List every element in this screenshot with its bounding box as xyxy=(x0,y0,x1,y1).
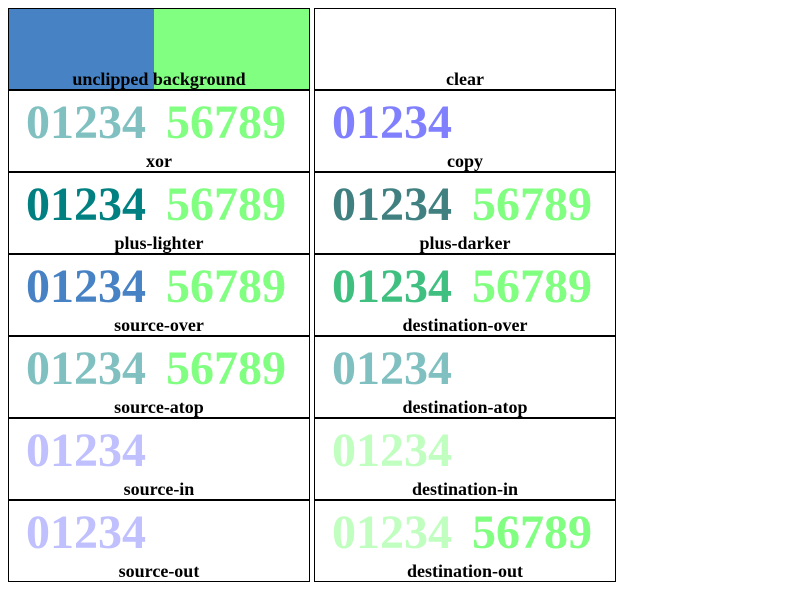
digits-right: 56789 xyxy=(166,96,286,149)
digits-left: 01234 xyxy=(332,96,452,149)
cell-label: plus-darker xyxy=(419,233,511,253)
cell-destination-atop: 01234 destination-atop xyxy=(314,336,616,418)
green-background-block xyxy=(154,9,309,89)
cell-xor: 01234 56789 xor xyxy=(8,90,310,172)
digits-right: 56789 xyxy=(472,506,592,559)
digits-left: 01234 xyxy=(26,96,146,149)
cell-label: destination-atop xyxy=(402,397,528,417)
digits-left: 01234 xyxy=(332,424,452,477)
digits-left: 01234 xyxy=(332,506,452,559)
digits-left: 01234 xyxy=(332,260,452,313)
cell-label: source-atop xyxy=(114,397,204,417)
digits-left: 01234 xyxy=(332,178,452,231)
cell-label: destination-out xyxy=(406,561,523,581)
digits-right: 56789 xyxy=(166,342,286,395)
cell-source-out: 01234 source-out xyxy=(8,500,310,582)
cell-label: destination-over xyxy=(402,315,528,335)
cell-copy: 01234 copy xyxy=(314,90,616,172)
cell-source-over: 01234 56789 source-over xyxy=(8,254,310,336)
digits-right: 56789 xyxy=(166,260,286,313)
digits-right: 56789 xyxy=(166,178,286,231)
cell-source-in: 01234 source-in xyxy=(8,418,310,500)
digits-left: 01234 xyxy=(332,342,452,395)
blue-background-block xyxy=(9,9,154,89)
cell-plus-darker: 01234 56789 plus-darker xyxy=(314,172,616,254)
cell-label: unclipped background xyxy=(72,69,246,89)
cell-source-atop: 01234 56789 source-atop xyxy=(8,336,310,418)
digits-left: 01234 xyxy=(26,260,146,313)
cell-destination-over: 01234 56789 destination-over xyxy=(314,254,616,336)
cell-label: source-in xyxy=(123,479,195,499)
digits-left: 01234 xyxy=(26,178,146,231)
cell-label: source-over xyxy=(114,315,204,335)
cell-destination-out: 01234 56789 destination-out xyxy=(314,500,616,582)
digits-right: 56789 xyxy=(472,260,592,313)
cell-unclipped-background: unclipped background xyxy=(8,8,310,90)
cell-label: source-out xyxy=(118,561,200,581)
digits-right: 56789 xyxy=(472,178,592,231)
cell-label: clear xyxy=(446,69,484,89)
cell-label: xor xyxy=(146,151,172,171)
digits-left: 01234 xyxy=(26,424,146,477)
cell-plus-lighter: 01234 56789 plus-lighter xyxy=(8,172,310,254)
cell-clear: clear xyxy=(314,8,616,90)
cell-label: destination-in xyxy=(411,479,519,499)
digits-left: 01234 xyxy=(26,342,146,395)
cell-label: plus-lighter xyxy=(114,233,204,253)
cell-label: copy xyxy=(447,151,483,171)
digits-left: 01234 xyxy=(26,506,146,559)
cell-destination-in: 01234 destination-in xyxy=(314,418,616,500)
